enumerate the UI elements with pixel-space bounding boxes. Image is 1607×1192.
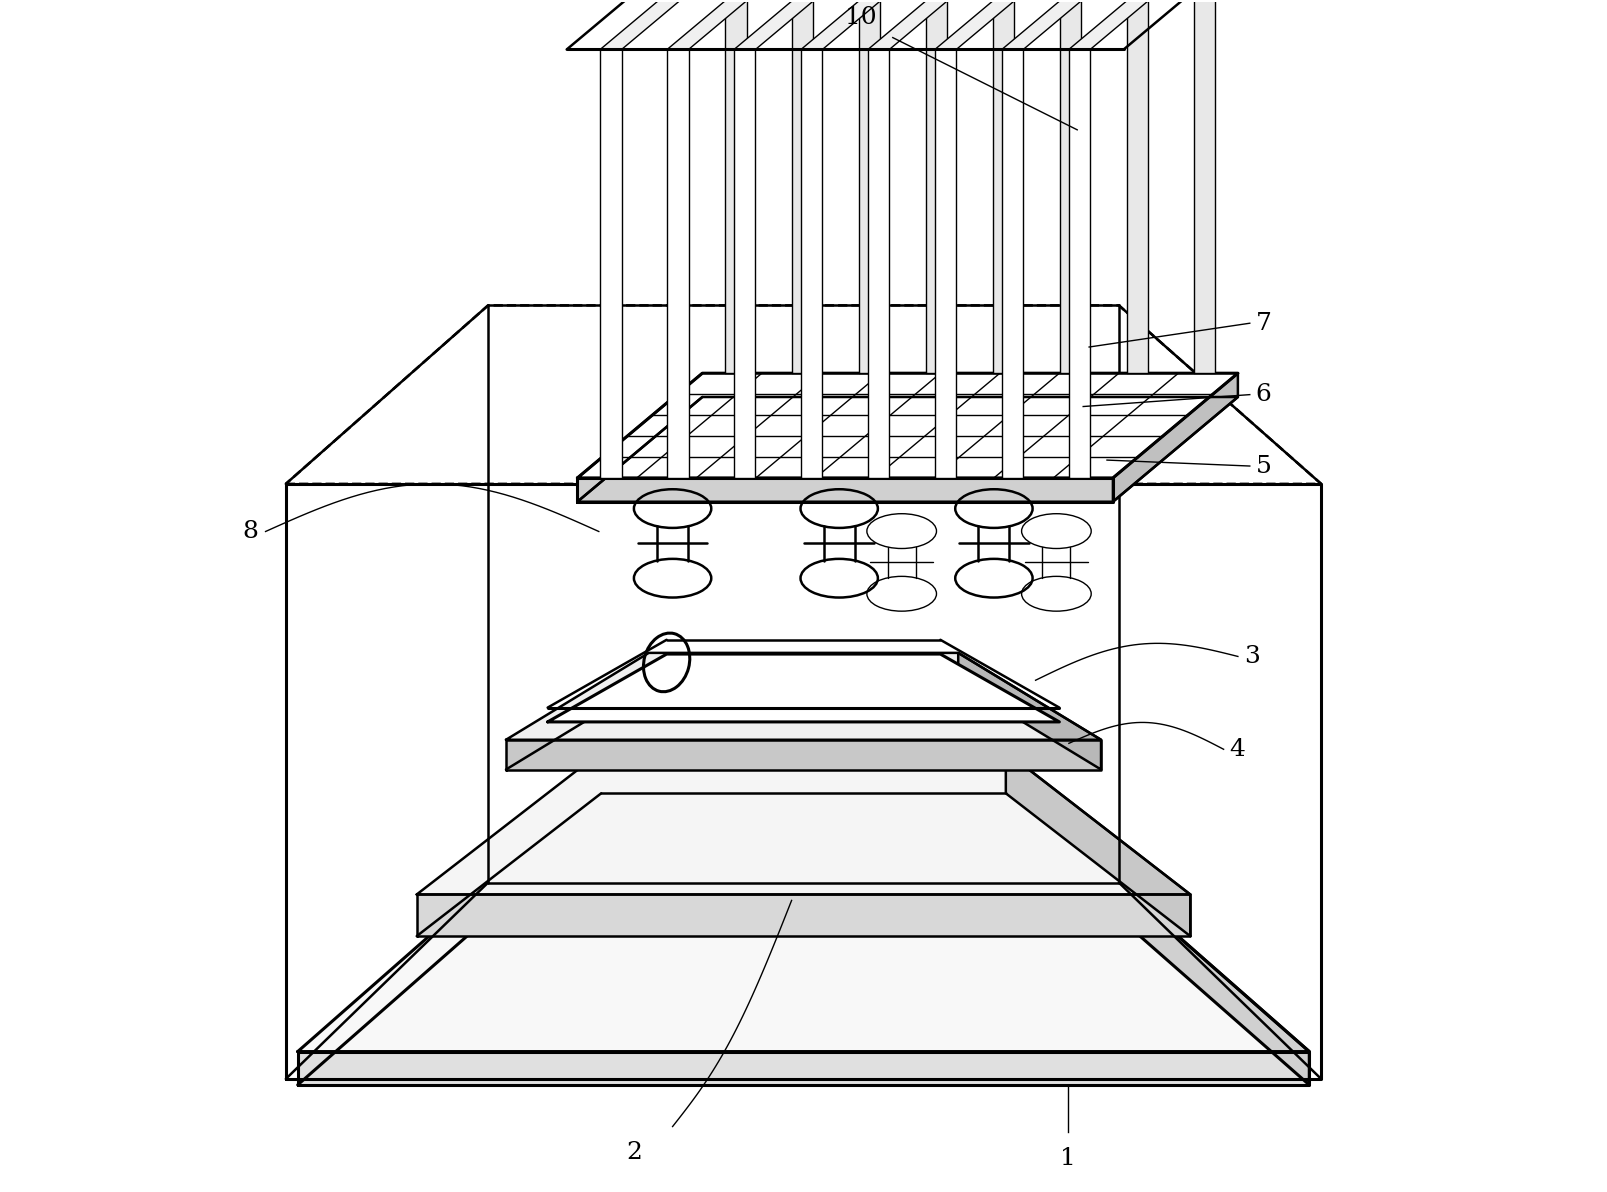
Text: 2: 2 [627,1141,643,1163]
Text: 8: 8 [243,520,259,544]
Polygon shape [958,653,1101,770]
Text: 3: 3 [1244,645,1260,668]
Polygon shape [1069,50,1090,478]
Polygon shape [297,870,1310,1051]
Polygon shape [416,894,1191,936]
Text: 5: 5 [1255,454,1271,478]
Polygon shape [800,50,823,478]
Polygon shape [577,397,1237,502]
Polygon shape [800,0,948,50]
Polygon shape [297,1051,1310,1085]
Polygon shape [1114,373,1237,502]
Polygon shape [1127,0,1147,373]
Text: 4: 4 [1229,738,1245,760]
Text: 7: 7 [1255,312,1271,335]
Polygon shape [993,0,1014,373]
Polygon shape [1006,752,1191,936]
Polygon shape [1001,0,1147,50]
Polygon shape [792,0,813,373]
Polygon shape [935,50,956,478]
Polygon shape [1069,0,1215,50]
Polygon shape [935,0,1082,50]
Polygon shape [868,0,1014,50]
Polygon shape [860,0,881,373]
Polygon shape [416,752,1191,894]
Polygon shape [1001,50,1024,478]
Polygon shape [734,0,881,50]
Polygon shape [577,373,1237,478]
Polygon shape [667,0,813,50]
Polygon shape [1104,870,1310,1085]
Polygon shape [1061,0,1082,373]
Polygon shape [667,50,688,478]
Text: 6: 6 [1255,383,1271,406]
Polygon shape [599,50,622,478]
Polygon shape [506,740,1101,770]
Text: 1: 1 [1061,1147,1075,1169]
Polygon shape [734,50,755,478]
Polygon shape [868,50,889,478]
Polygon shape [548,654,1059,722]
Polygon shape [1194,0,1215,373]
Polygon shape [599,0,747,50]
Polygon shape [725,0,747,373]
Polygon shape [506,653,1101,740]
Polygon shape [926,0,948,373]
Polygon shape [577,478,1114,502]
Text: 10: 10 [845,6,876,30]
